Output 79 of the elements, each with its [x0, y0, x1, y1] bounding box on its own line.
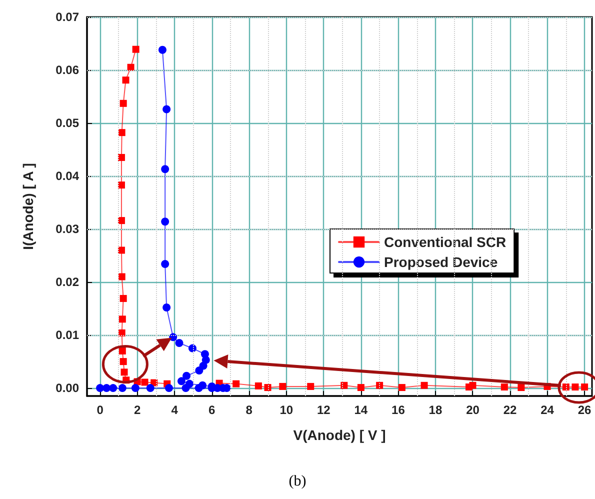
point	[357, 384, 364, 392]
y-tick-label: 0.03	[56, 222, 80, 236]
x-tick-label: 4	[171, 403, 178, 417]
point	[120, 294, 127, 302]
point	[120, 358, 127, 366]
y-tick-label: 0.04	[56, 169, 80, 184]
point	[161, 218, 170, 226]
point	[132, 46, 140, 53]
point	[96, 384, 104, 392]
point	[500, 383, 508, 390]
point	[340, 382, 348, 389]
x-tick-label: 8	[246, 403, 253, 417]
point	[118, 384, 126, 392]
point	[186, 380, 194, 388]
x-tick-label: 10	[280, 403, 294, 417]
x-tick-label: 22	[503, 403, 517, 417]
point	[175, 338, 184, 347]
point	[198, 381, 207, 390]
legend-label: Proposed Device	[384, 254, 498, 270]
point	[279, 382, 286, 390]
point	[118, 129, 126, 136]
point	[141, 378, 148, 386]
point	[118, 217, 125, 224]
point	[131, 384, 140, 392]
point	[581, 383, 588, 390]
y-tick-label: 0.07	[56, 10, 80, 24]
y-tick-label: 0.00	[56, 381, 80, 396]
x-tick-label: 0	[96, 403, 104, 417]
point	[466, 383, 473, 390]
x-tick-label: 18	[428, 403, 442, 417]
point	[562, 383, 570, 390]
point	[398, 384, 406, 392]
y-tick-label: 0.06	[56, 63, 80, 78]
point	[376, 382, 384, 389]
point	[420, 382, 428, 389]
point	[200, 350, 209, 358]
x-axis-title: V(Anode) [ V ]	[293, 427, 386, 443]
point	[162, 303, 171, 312]
point	[188, 344, 196, 352]
point	[118, 182, 125, 189]
point	[158, 46, 166, 54]
y-tick-label: 0.02	[56, 275, 80, 290]
point	[307, 382, 314, 390]
point	[118, 154, 125, 161]
legend-label: Conventional SCR	[384, 234, 506, 250]
x-tick-label: 14	[354, 403, 368, 417]
point	[161, 165, 170, 174]
point	[162, 105, 171, 114]
x-tick-label: 26	[578, 403, 592, 417]
x-tick-label: 2	[134, 403, 141, 417]
point	[518, 384, 525, 392]
point	[118, 347, 126, 354]
point	[118, 246, 125, 254]
point	[182, 372, 191, 380]
point	[109, 384, 118, 392]
point	[177, 377, 186, 386]
text: (b)	[288, 474, 306, 490]
point	[120, 100, 127, 107]
x-tick-label: 6	[208, 403, 216, 417]
y-axis-title: I(Anode) [ A ]	[20, 163, 36, 250]
point	[254, 382, 262, 390]
x-tick-label: 20	[466, 403, 480, 417]
x-tick-label: 12	[316, 403, 331, 417]
point	[120, 368, 128, 376]
point	[161, 260, 170, 268]
point	[232, 380, 240, 388]
x-tick-label: 24	[540, 403, 554, 417]
point	[102, 384, 111, 392]
point	[146, 384, 154, 392]
point	[127, 64, 134, 71]
point	[264, 384, 272, 392]
point	[118, 273, 126, 280]
point	[122, 76, 130, 84]
x-tick-label: 16	[392, 403, 406, 417]
y-tick-label: 0.05	[56, 116, 80, 130]
point	[572, 383, 579, 390]
point	[165, 384, 173, 392]
y-tick-label: 0.01	[56, 328, 80, 342]
point	[118, 316, 126, 323]
